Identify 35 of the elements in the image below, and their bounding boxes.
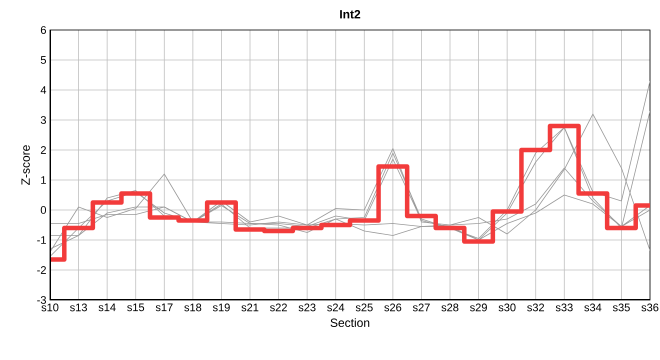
y-tick-label: -2 (37, 266, 46, 274)
y-tick-label: 2 (40, 146, 46, 154)
x-tick-label: s35 (612, 304, 630, 312)
x-tick-label: s18 (184, 304, 202, 312)
x-tick-label: s28 (441, 304, 458, 312)
x-tick-label: s36 (641, 304, 658, 312)
y-tick-label: 3 (40, 116, 46, 124)
y-tick-label: -3 (37, 296, 46, 304)
x-tick-label: s27 (412, 304, 430, 312)
chart-title: Int2 (340, 10, 360, 18)
y-tick-label: 0 (40, 206, 46, 214)
x-tick-label: s23 (298, 304, 316, 312)
x-tick-label: s30 (498, 304, 516, 312)
x-tick-label: s15 (127, 304, 144, 312)
x-tick-label: s33 (556, 304, 573, 312)
x-tick-label: s34 (584, 304, 602, 312)
x-tick-label: s29 (470, 304, 487, 312)
x-tick-label: s10 (41, 304, 58, 312)
y-tick-label: 1 (41, 176, 46, 184)
x-axis-title: Section (330, 318, 370, 327)
x-tick-label: s26 (384, 304, 402, 312)
x-tick-label: s21 (241, 304, 258, 312)
y-tick-label: -1 (37, 236, 46, 244)
y-tick-label: 5 (40, 56, 46, 64)
y-axis-title: Z-score (21, 145, 30, 185)
x-tick-label: s25 (356, 304, 373, 312)
y-tick-label: 4 (40, 86, 46, 94)
x-tick-label: s14 (98, 304, 116, 312)
x-tick-label: s22 (270, 304, 287, 312)
x-tick-label: s24 (327, 304, 344, 312)
x-tick-label: s17 (156, 304, 173, 312)
x-tick-label: s13 (70, 304, 87, 312)
x-tick-label: s19 (212, 304, 230, 312)
x-tick-label: s32 (527, 304, 544, 312)
y-tick-label: 6 (40, 26, 46, 34)
